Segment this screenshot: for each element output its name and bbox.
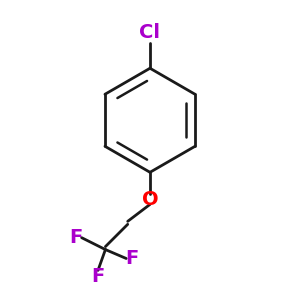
Text: F: F — [92, 267, 105, 286]
Text: Cl: Cl — [140, 22, 160, 41]
Text: O: O — [142, 190, 158, 208]
Text: F: F — [125, 249, 139, 268]
Text: F: F — [69, 228, 82, 247]
